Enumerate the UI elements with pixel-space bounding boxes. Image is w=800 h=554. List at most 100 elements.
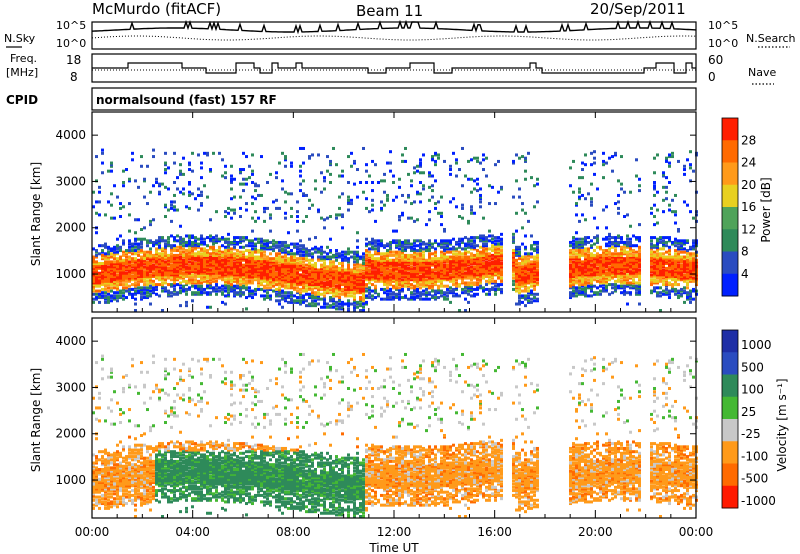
- power-cell: [512, 195, 515, 199]
- power-cell: [479, 253, 482, 257]
- power-cell: [236, 286, 239, 290]
- power-cell: [113, 249, 116, 253]
- power-cell: [197, 208, 200, 212]
- cpid-value: normalsound (fast) 157 RF: [96, 93, 277, 107]
- power-cell: [521, 260, 524, 264]
- power-cell: [224, 286, 227, 290]
- power-cell: [368, 273, 371, 277]
- power-cell: [254, 271, 257, 275]
- power-cell: [380, 240, 383, 244]
- power-cell: [617, 270, 620, 274]
- power-cell: [278, 286, 281, 290]
- power-cell: [296, 286, 299, 290]
- power-cell: [344, 287, 347, 291]
- power-cell: [536, 299, 539, 303]
- power-cell: [575, 244, 578, 248]
- power-cell: [167, 263, 170, 267]
- power-cell: [320, 252, 323, 256]
- power-cell: [104, 244, 107, 248]
- power-cell: [257, 266, 260, 270]
- power-cell: [137, 185, 140, 189]
- power-cell: [215, 253, 218, 257]
- power-cell: [95, 283, 98, 287]
- power-cell: [578, 266, 581, 270]
- power-cell: [251, 273, 254, 277]
- power-cell: [464, 266, 467, 270]
- power-cell: [614, 245, 617, 249]
- power-cell: [248, 164, 251, 168]
- power-cell: [185, 234, 188, 238]
- power-cell: [95, 249, 98, 253]
- power-cell: [365, 244, 368, 248]
- power-cell: [494, 247, 497, 251]
- power-cell: [332, 284, 335, 288]
- power-cell: [515, 284, 518, 288]
- power-cell: [221, 265, 224, 269]
- power-cell: [149, 284, 152, 288]
- power-cell: [413, 268, 416, 272]
- power-cell: [188, 236, 191, 240]
- power-cell: [257, 255, 260, 259]
- power-cell: [200, 286, 203, 290]
- power-cell: [455, 249, 458, 253]
- power-cell: [500, 287, 503, 291]
- power-cell: [233, 294, 236, 298]
- power-cell: [365, 276, 368, 280]
- power-cell: [440, 257, 443, 261]
- power-cell: [155, 252, 158, 256]
- power-cell: [152, 286, 155, 290]
- power-cell: [365, 268, 368, 272]
- power-cell: [530, 244, 533, 248]
- power-cell: [434, 292, 437, 296]
- power-cell: [191, 274, 194, 278]
- power-cell: [182, 268, 185, 272]
- power-cell: [449, 257, 452, 261]
- power-cell: [161, 266, 164, 270]
- power-cell: [122, 297, 125, 301]
- power-cell: [146, 260, 149, 264]
- power-cell: [296, 250, 299, 254]
- power-cell: [98, 283, 101, 287]
- power-cell: [323, 176, 326, 180]
- power-cell: [104, 253, 107, 257]
- power-cell: [455, 263, 458, 267]
- power-cell: [464, 258, 467, 262]
- power-cell: [482, 153, 485, 157]
- power-cell: [200, 266, 203, 270]
- power-cell: [431, 294, 434, 298]
- power-cell: [620, 286, 623, 290]
- power-cell: [308, 296, 311, 300]
- power-cell: [575, 268, 578, 272]
- power-cell: [380, 258, 383, 262]
- power-cell: [215, 268, 218, 272]
- power-cell: [617, 263, 620, 267]
- power-cell: [251, 239, 254, 243]
- power-cell: [254, 287, 257, 291]
- power-cell: [527, 271, 530, 275]
- power-cell: [353, 268, 356, 272]
- power-cell: [347, 273, 350, 277]
- power-cell: [602, 262, 605, 266]
- power-cell: [623, 260, 626, 264]
- power-cell: [353, 309, 356, 312]
- power-cell: [284, 299, 287, 303]
- power-cell: [494, 258, 497, 262]
- power-cell: [608, 262, 611, 266]
- power-cell: [584, 281, 587, 285]
- power-cell: [158, 245, 161, 249]
- power-cell: [389, 287, 392, 291]
- power-cell: [524, 158, 527, 162]
- power-cell: [413, 270, 416, 274]
- power-cell: [575, 265, 578, 269]
- power-cell: [245, 182, 248, 186]
- power-cell: [356, 270, 359, 274]
- power-cell: [482, 263, 485, 267]
- power-cell: [359, 279, 362, 283]
- power-cell: [218, 252, 221, 256]
- power-cell: [305, 270, 308, 274]
- power-cell: [527, 266, 530, 270]
- power-cell: [227, 291, 230, 295]
- power-cell: [332, 263, 335, 267]
- power-cell: [623, 271, 626, 275]
- power-cell: [332, 278, 335, 282]
